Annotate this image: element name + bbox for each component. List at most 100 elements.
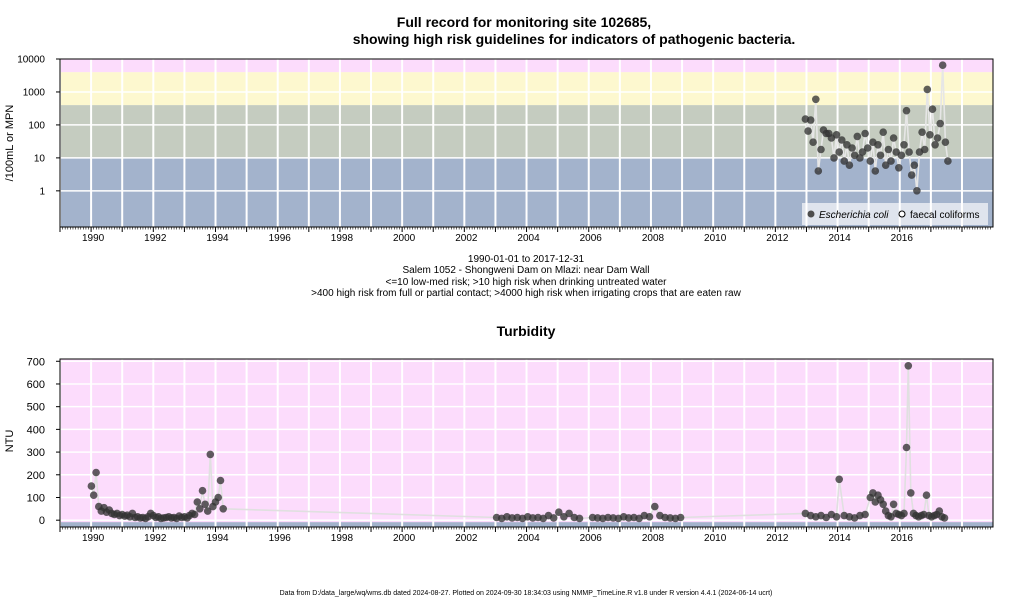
- bottom-x-tick-label: 1990: [82, 533, 105, 544]
- ecoli-point: [853, 132, 862, 141]
- top-x-tick-label: 1996: [269, 233, 292, 244]
- bottom-y-axis-label: NTU: [4, 430, 16, 453]
- bottom-y-tick-label: 500: [27, 402, 45, 414]
- ecoli-point: [944, 157, 952, 165]
- ecoli-point: [926, 131, 934, 139]
- turbidity-point: [198, 486, 207, 495]
- legend-marker-faecal: [898, 210, 906, 218]
- legend-label-ecoli: Escherichia coli: [819, 210, 889, 221]
- turbidity-point: [565, 509, 573, 518]
- turbidity-point: [206, 450, 215, 459]
- ecoli-point: [881, 161, 890, 169]
- turbidity-point: [92, 468, 100, 477]
- ecoli-point: [933, 134, 942, 142]
- ecoli-point: [887, 157, 895, 165]
- caption-line-2: Salem 1052 - Shongweni Dam on Mlazi: nea…: [403, 265, 650, 276]
- turbidity-point: [203, 507, 212, 515]
- turbidity-point: [575, 514, 584, 523]
- ecoli-point: [884, 145, 893, 154]
- turbidity-point: [879, 500, 887, 509]
- turbidity-point: [907, 489, 915, 497]
- top-y-tick-label: 10: [34, 153, 46, 164]
- turbidity-point: [651, 502, 659, 511]
- turbidity-point: [216, 476, 225, 485]
- ecoli-point: [812, 95, 820, 104]
- ecoli-point: [814, 167, 823, 175]
- turbidity-point: [555, 508, 563, 516]
- ecoli-point: [918, 128, 926, 136]
- turbidity-point: [889, 500, 898, 509]
- ecoli-point: [907, 171, 916, 179]
- ecoli-point: [879, 128, 887, 136]
- turbidity-point: [861, 510, 869, 519]
- turbidity-point: [902, 443, 911, 452]
- top-x-tick-label: 1992: [144, 233, 167, 244]
- turbidity-point: [835, 475, 843, 484]
- legend: Escherichia coli faecal coliforms: [802, 203, 988, 225]
- turbidity-point: [87, 482, 96, 490]
- ecoli-point: [871, 167, 880, 175]
- bottom-y-tick-label: 400: [27, 424, 45, 436]
- legend-box: [802, 203, 988, 225]
- ecoli-point: [845, 161, 854, 169]
- top-x-tick-label: 2002: [455, 233, 478, 244]
- top-y-tick-label: 10000: [17, 55, 45, 66]
- ecoli-point: [835, 148, 843, 156]
- turbidity-title: Turbidity: [497, 323, 556, 339]
- top-y-tick-label: 100: [28, 120, 45, 131]
- footer-note: Data from D:/data_large/wq/wms.db dated …: [280, 590, 773, 597]
- ecoli-point: [928, 105, 937, 113]
- turbidity-point: [193, 498, 202, 506]
- bottom-x-tick-label: 1994: [206, 533, 229, 544]
- ecoli-point: [910, 161, 919, 169]
- bottom-x-tick-label: 2002: [455, 533, 478, 544]
- top-y-axis: 1 10 100 1000 10000: [17, 55, 60, 197]
- turbidity-point: [196, 505, 204, 513]
- ecoli-point: [830, 154, 838, 162]
- ecoli-point: [902, 106, 911, 115]
- bottom-y-tick-label: 0: [39, 515, 45, 527]
- top-x-tick-label: 2006: [580, 233, 603, 244]
- ecoli-point: [840, 157, 848, 165]
- ecoli-point: [905, 148, 913, 156]
- bottom-y-tick-label: 300: [27, 447, 45, 459]
- ecoli-point: [913, 187, 921, 195]
- ecoli-point: [806, 116, 815, 124]
- ecoli-point: [848, 144, 856, 152]
- turbidity-point: [214, 493, 222, 502]
- turbidity-point: [219, 505, 227, 513]
- bottom-x-tick-label: 2000: [393, 533, 416, 544]
- ecoli-point: [920, 145, 929, 154]
- ecoli-point: [861, 129, 869, 138]
- ecoli-point: [874, 141, 882, 149]
- ecoli-point: [832, 131, 841, 139]
- caption-line-3: <=10 low-med risk; >10 high risk when dr…: [386, 277, 668, 288]
- bottom-y-tick-label: 100: [27, 492, 45, 504]
- top-x-tick-label: 2010: [704, 233, 727, 244]
- turbidity-point: [900, 509, 908, 518]
- turbidity-point: [940, 514, 949, 522]
- ecoli-point: [876, 151, 885, 160]
- bottom-x-tick-label: 2012: [766, 533, 789, 544]
- top-x-tick-label: 1990: [82, 233, 105, 244]
- legend-label-faecal: faecal coliforms: [910, 210, 979, 221]
- bottom-data-points: [87, 362, 949, 523]
- turbidity-point: [190, 510, 199, 519]
- turbidity-point: [904, 362, 913, 370]
- turbidity-point: [922, 491, 931, 500]
- bottom-x-tick-label: 1992: [144, 533, 167, 544]
- turbidity-point: [935, 507, 944, 515]
- ecoli-point: [804, 127, 812, 135]
- turbidity-point: [89, 491, 98, 500]
- turbidity-point: [832, 513, 841, 521]
- ecoli-point: [889, 134, 898, 142]
- bottom-x-tick-label: 1998: [331, 533, 354, 544]
- ecoli-point: [900, 141, 908, 149]
- chart-title-line-2: showing high risk guidelines for indicat…: [353, 31, 796, 47]
- turbidity-point: [549, 514, 558, 522]
- top-x-axis: 1990 1992 1994 1996 1998 2000 2002 2004 2006 2008…: [59, 226, 993, 244]
- ecoli-point: [938, 61, 947, 69]
- bottom-y-tick-label: 600: [27, 379, 45, 391]
- caption-line-4: >400 high risk from full or partial cont…: [311, 288, 741, 299]
